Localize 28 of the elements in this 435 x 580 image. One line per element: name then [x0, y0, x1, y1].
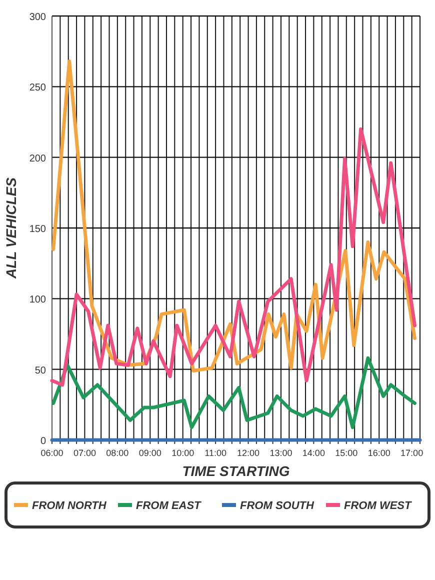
x-tick-label: 10:00 — [172, 448, 194, 458]
line-series — [52, 59, 417, 372]
legend-label: FROM WEST — [344, 500, 412, 512]
x-axis-title: TIME STARTING — [182, 463, 290, 479]
x-tick-label: 06:00 — [40, 448, 64, 458]
x-tick-label: 12:00 — [237, 448, 260, 458]
y-tick-label: 100 — [29, 294, 46, 306]
y-tick-label: 250 — [29, 82, 46, 94]
legend-label: FROM SOUTH — [240, 500, 315, 512]
x-tick-label: 13:00 — [270, 448, 292, 458]
y-tick-label: 300 — [29, 12, 46, 23]
line-series — [52, 356, 417, 430]
y-tick-label: 0 — [40, 436, 46, 447]
y-axis-title: ALL VEHICLES — [3, 176, 19, 280]
y-tick-label: 200 — [29, 153, 46, 164]
x-tick-label: 08:00 — [106, 448, 129, 458]
x-tick-label: 16:00 — [368, 448, 390, 458]
x-tick-label: 11:00 — [204, 448, 226, 458]
y-tick-label: 150 — [29, 224, 46, 235]
x-tick-label: 15:00 — [335, 448, 358, 458]
line-series — [50, 127, 417, 387]
y-tick-label: 50 — [34, 365, 46, 376]
x-tick-label: 17:00 — [400, 448, 424, 458]
legend-label: FROM EAST — [136, 500, 202, 512]
legend-label: FROM NORTH — [32, 500, 108, 512]
x-tick-label: 14:00 — [302, 448, 325, 458]
x-tick-label: 09:00 — [138, 448, 162, 458]
x-tick-label: 07:00 — [73, 448, 96, 458]
